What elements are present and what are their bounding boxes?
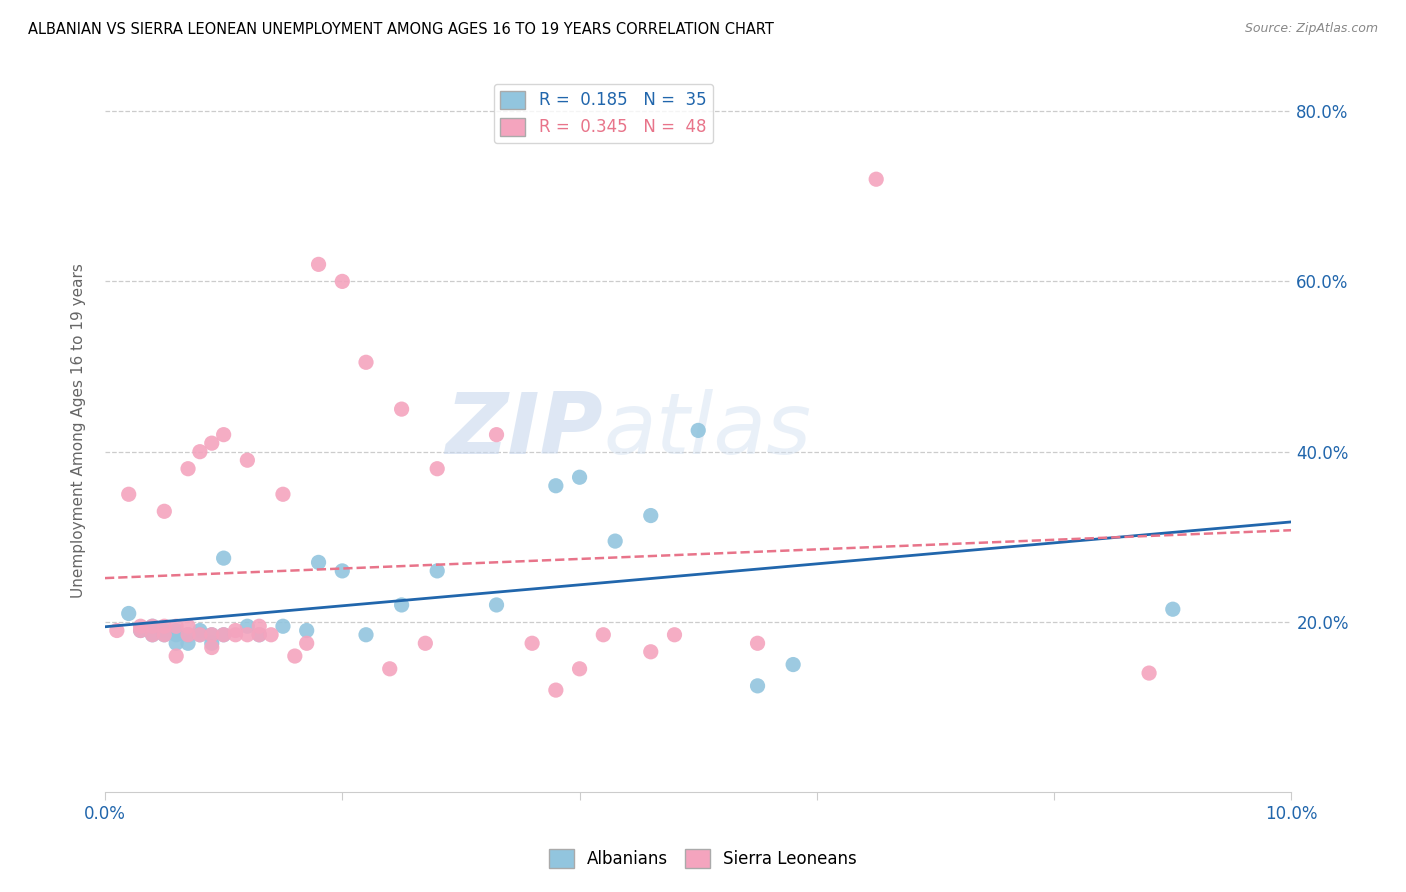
Point <box>165 624 187 638</box>
Point <box>415 636 437 650</box>
Point <box>177 628 200 642</box>
Text: atlas: atlas <box>603 389 811 472</box>
Point <box>236 628 259 642</box>
Point <box>212 427 235 442</box>
Text: ZIP: ZIP <box>446 389 603 472</box>
Point <box>426 564 449 578</box>
Point <box>747 636 769 650</box>
Point <box>295 636 318 650</box>
Point <box>354 628 377 642</box>
Point <box>141 628 163 642</box>
Point <box>391 598 413 612</box>
Point <box>201 436 224 450</box>
Text: Source: ZipAtlas.com: Source: ZipAtlas.com <box>1244 22 1378 36</box>
Text: ALBANIAN VS SIERRA LEONEAN UNEMPLOYMENT AMONG AGES 16 TO 19 YEARS CORRELATION CH: ALBANIAN VS SIERRA LEONEAN UNEMPLOYMENT … <box>28 22 773 37</box>
Point <box>485 427 508 442</box>
Point <box>330 274 353 288</box>
Point <box>153 504 176 518</box>
Point <box>260 628 283 642</box>
Point <box>188 444 211 458</box>
Point <box>129 624 152 638</box>
Point <box>295 624 318 638</box>
Point <box>141 619 163 633</box>
Point <box>544 683 567 698</box>
Point <box>212 551 235 566</box>
Point <box>212 628 235 642</box>
Point <box>330 564 353 578</box>
Point <box>118 487 141 501</box>
Point <box>118 607 141 621</box>
Point <box>426 461 449 475</box>
Point <box>1161 602 1184 616</box>
Point <box>865 172 887 186</box>
Point <box>177 619 200 633</box>
Point <box>177 461 200 475</box>
Point <box>165 636 187 650</box>
Point <box>592 628 614 642</box>
Point <box>165 648 187 663</box>
Point <box>236 619 259 633</box>
Point <box>271 619 294 633</box>
Point <box>201 628 224 642</box>
Point <box>201 628 224 642</box>
Point <box>605 534 627 549</box>
Point <box>188 624 211 638</box>
Point <box>247 619 270 633</box>
Point <box>688 424 710 438</box>
Point <box>782 657 804 672</box>
Legend: Albanians, Sierra Leoneans: Albanians, Sierra Leoneans <box>543 843 863 875</box>
Point <box>105 624 128 638</box>
Point <box>544 479 567 493</box>
Point <box>271 487 294 501</box>
Point <box>568 470 591 484</box>
Point <box>284 648 307 663</box>
Point <box>212 628 235 642</box>
Point <box>236 453 259 467</box>
Point <box>640 645 662 659</box>
Point <box>391 402 413 417</box>
Point <box>201 640 224 655</box>
Point <box>141 619 163 633</box>
Point <box>747 679 769 693</box>
Point <box>188 628 211 642</box>
Y-axis label: Unemployment Among Ages 16 to 19 years: Unemployment Among Ages 16 to 19 years <box>72 263 86 598</box>
Point <box>129 619 152 633</box>
Point <box>141 628 163 642</box>
Point <box>485 598 508 612</box>
Point <box>201 636 224 650</box>
Point <box>308 257 330 271</box>
Point <box>354 355 377 369</box>
Point <box>1137 666 1160 681</box>
Point <box>177 628 200 642</box>
Point <box>247 628 270 642</box>
Point <box>165 619 187 633</box>
Point <box>165 628 187 642</box>
Point <box>664 628 686 642</box>
Point <box>153 628 176 642</box>
Point <box>224 624 246 638</box>
Point <box>177 636 200 650</box>
Point <box>640 508 662 523</box>
Point <box>378 662 401 676</box>
Point <box>247 628 270 642</box>
Point <box>129 624 152 638</box>
Point <box>224 628 246 642</box>
Point <box>308 555 330 569</box>
Point <box>568 662 591 676</box>
Legend: R =  0.185   N =  35, R =  0.345   N =  48: R = 0.185 N = 35, R = 0.345 N = 48 <box>494 84 713 143</box>
Point <box>153 624 176 638</box>
Point <box>520 636 543 650</box>
Point <box>153 628 176 642</box>
Point <box>153 619 176 633</box>
Point <box>188 628 211 642</box>
